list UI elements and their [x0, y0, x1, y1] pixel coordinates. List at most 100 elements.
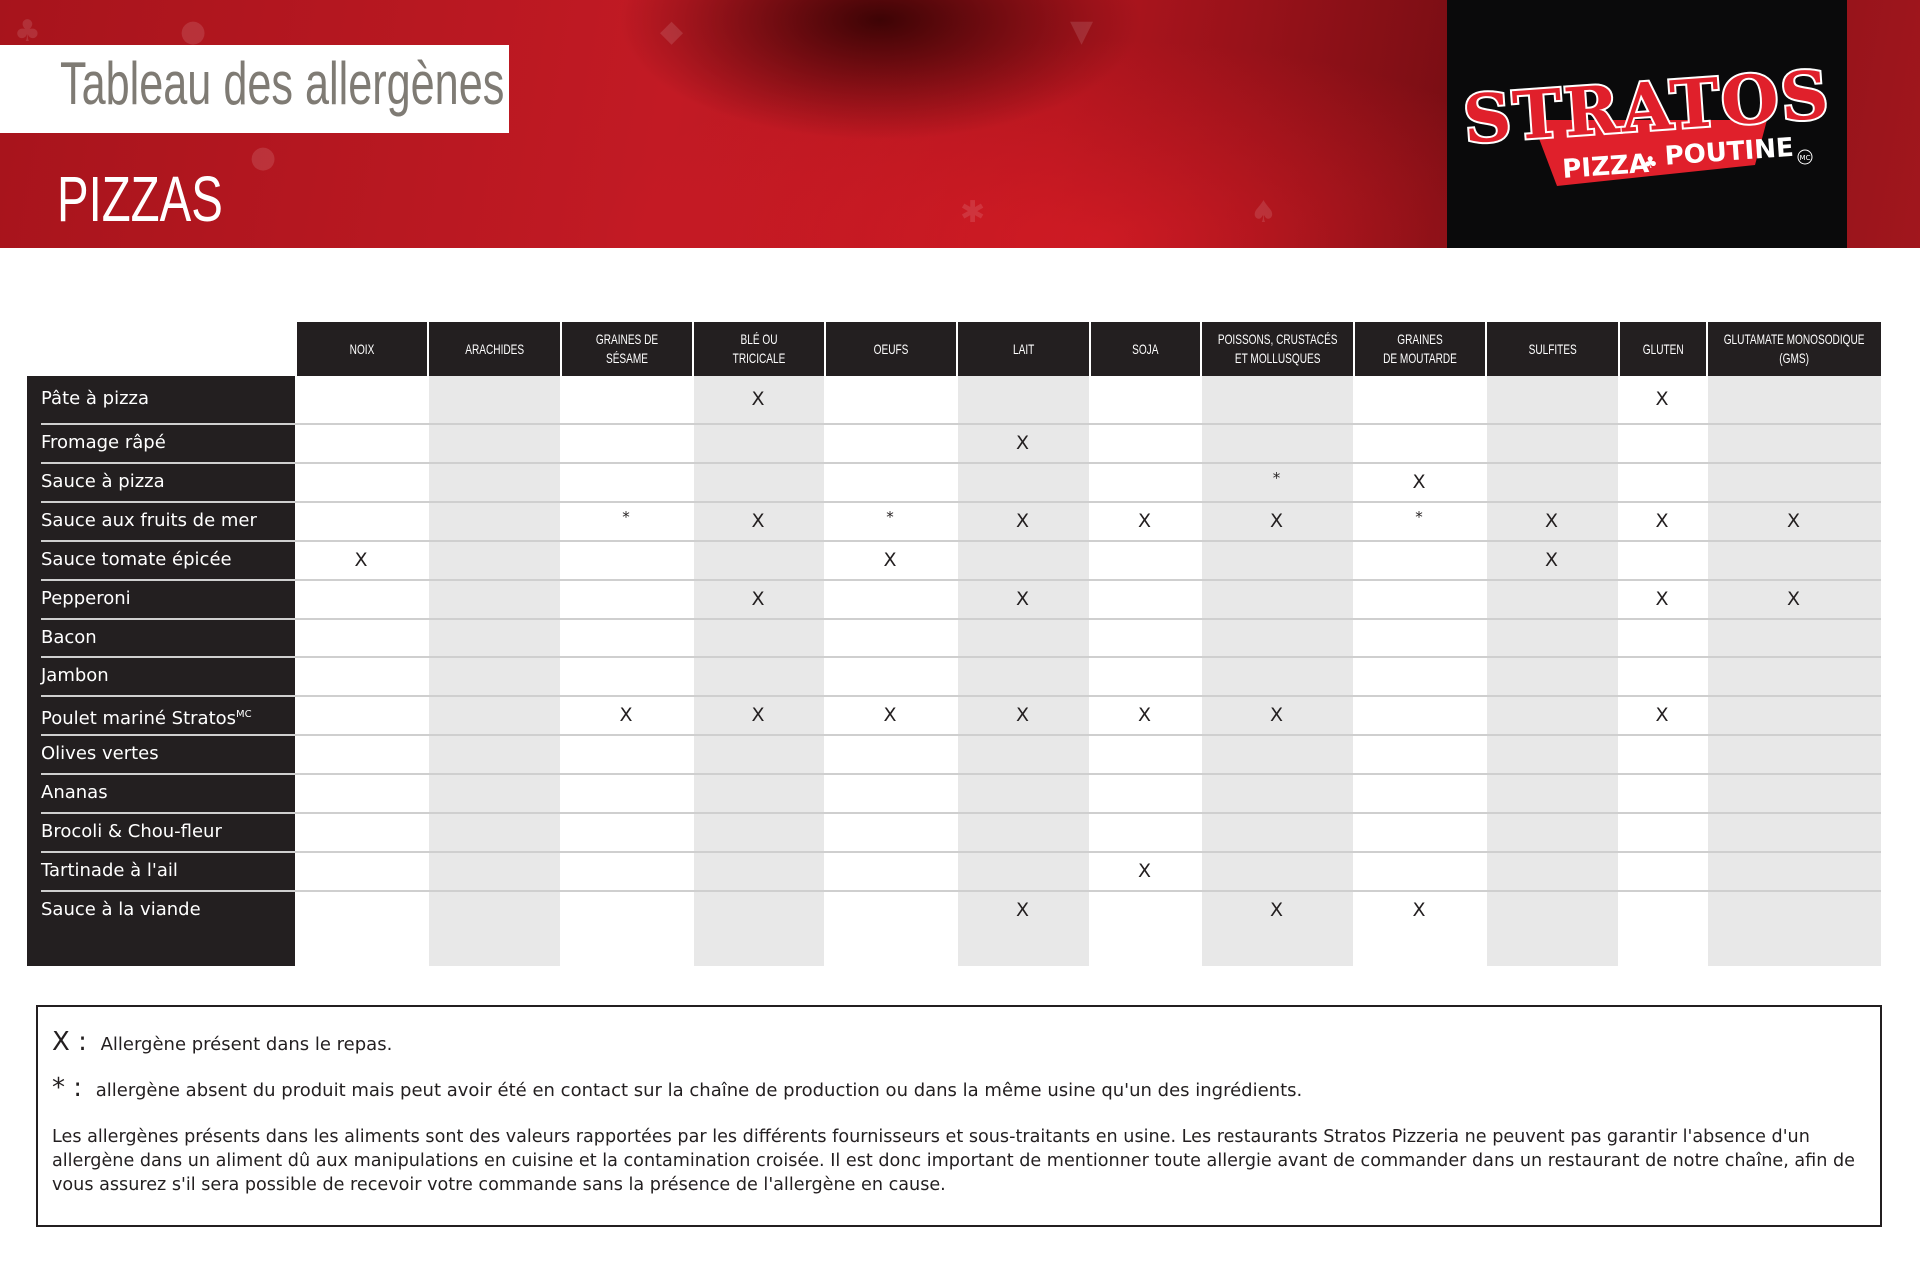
row-label: Poulet mariné StratosMC [41, 696, 252, 738]
shaded-column [1487, 376, 1618, 966]
allergen-present-mark: X [1137, 509, 1152, 532]
ingredient-name: Sauce à la viande [41, 898, 201, 920]
shaded-column [694, 376, 824, 966]
row-divider [41, 539, 1881, 542]
disclaimer: Les allergènes présents dans les aliment… [52, 1127, 1855, 1195]
allergen-present-mark: X [883, 548, 897, 571]
column-header: GRAINES DE MOUTARDE [1353, 322, 1485, 376]
row-label: Sauce aux fruits de mer [41, 502, 257, 540]
nut-icon: ● [180, 14, 207, 49]
row-label: Jambon [41, 657, 109, 695]
ingredient-name: Pâte à pizza [41, 388, 150, 409]
legend-x: X : Allergène présent dans le repas. [52, 1027, 392, 1057]
ingredient-name: Bacon [41, 626, 97, 648]
column-header: LAIT [956, 322, 1089, 376]
title-box: Tableau des allergènes [0, 45, 509, 133]
ingredient-name: Tartinade à l'ail [41, 859, 178, 881]
allergen-present-mark: X [1786, 587, 1801, 610]
row-divider [41, 500, 1881, 503]
column-header-label: ARACHIDES [465, 340, 524, 357]
row-label: Bacon [41, 619, 97, 657]
column-header: BLÉ OU TRICICALE [692, 322, 824, 376]
ingredient-name: Brocoli & Chou-fleur [41, 821, 222, 842]
maple-leaf-icon: ♣ [1643, 152, 1659, 172]
row-divider [41, 850, 1881, 853]
ingredient-column [27, 376, 295, 966]
row-divider [41, 578, 1881, 581]
allergen-present-mark: X [1655, 587, 1669, 610]
allergen-present-mark: X [1412, 470, 1426, 493]
svg-text:PIZZA: PIZZA [1561, 149, 1649, 185]
row-label: Pâte à pizza [41, 380, 149, 418]
row-divider [41, 889, 1881, 892]
legend-x-symbol: X : [52, 1027, 87, 1057]
row-label: Tartinade à l'ail [41, 852, 178, 890]
row-divider [41, 695, 1881, 698]
allergen-present-mark: X [1015, 509, 1030, 532]
column-header-label: NOIX [349, 340, 375, 357]
allergen-present-mark: X [354, 548, 368, 571]
allergen-present-mark: X [1015, 704, 1030, 727]
allergen-present-mark: X [1137, 704, 1152, 727]
ingredient-name: Sauce aux fruits de mer [41, 509, 257, 531]
legend-star-text: allergène absent du produit mais peut av… [95, 1080, 1303, 1101]
cross-contact-mark: * [622, 507, 630, 526]
column-header-label: POISSONS, CRUSTACÉS ET MOLLUSQUES [1217, 331, 1338, 366]
ingredient-name: Jambon [41, 665, 109, 687]
allergen-present-mark: X [619, 704, 633, 727]
column-header-label: LAIT [1012, 340, 1035, 357]
row-divider [41, 734, 1881, 737]
allergen-present-mark: X [1786, 509, 1801, 532]
column-header: SOJA [1089, 322, 1200, 376]
row-label: Sauce tomate épicée [41, 541, 232, 579]
column-header: GLUTEN [1618, 322, 1706, 376]
header-banner: ♣ ● ◆ ▼ ● ✱ ♠ Tableau des allergènes PIZ… [0, 0, 1920, 248]
allergen-present-mark: X [1269, 898, 1284, 921]
egg-icon: ● [250, 140, 277, 175]
page-title: Tableau des allergènes [60, 50, 505, 117]
ingredient-name: Pepperoni [41, 587, 131, 609]
ingredient-name: Ananas [41, 782, 108, 804]
svg-text:MC: MC [1800, 154, 1811, 162]
allergen-present-mark: X [1015, 898, 1030, 921]
allergen-present-mark: X [1269, 704, 1284, 727]
column-header-label: OEUFS [873, 340, 909, 357]
allergen-present-mark: X [1655, 704, 1669, 727]
glass-icon: ▼ [1070, 14, 1094, 49]
leaf-icon: ♠ [1250, 195, 1277, 230]
column-header-label: SOJA [1132, 340, 1159, 357]
column-header-label: BLÉ OU TRICICALE [732, 331, 786, 366]
allergen-present-mark: X [1269, 509, 1284, 532]
column-header-label: GLUTAMATE MONOSODIQUE (GMS) [1724, 331, 1865, 366]
row-label: Sauce à pizza [41, 463, 165, 501]
allergen-present-mark: X [751, 704, 765, 727]
allergen-present-mark: X [1412, 898, 1426, 921]
row-label: Fromage râpé [41, 424, 166, 462]
column-header: POISSONS, CRUSTACÉS ET MOLLUSQUES [1200, 322, 1353, 376]
allergen-present-mark: X [1137, 859, 1152, 882]
asparagus-icon: ♣ [14, 14, 41, 49]
fish-icon: ◆ [660, 14, 684, 49]
shaded-column [958, 376, 1089, 966]
legend-star: * : allergène absent du produit mais peu… [52, 1073, 1302, 1103]
ingredient-name: Poulet mariné Stratos [41, 708, 237, 730]
row-divider [41, 812, 1881, 814]
stratos-logo: STRATOS PIZZA ♣ POUTINE MC [1447, 0, 1847, 248]
cross-contact-mark: * [1272, 468, 1281, 487]
column-header-label: GLUTEN [1642, 340, 1684, 357]
column-header: OEUFS [824, 322, 956, 376]
column-header: GLUTAMATE MONOSODIQUE (GMS) [1706, 322, 1881, 376]
allergen-present-mark: X [1015, 587, 1030, 610]
row-divider [41, 773, 1881, 776]
allergen-present-mark: X [751, 509, 765, 532]
ingredient-name: Sauce tomate épicée [41, 548, 232, 570]
allergen-present-mark: X [751, 388, 765, 410]
row-label: Ananas [41, 774, 108, 812]
shaded-column [1708, 376, 1881, 966]
ingredient-name: Sauce à pizza [41, 470, 165, 492]
cross-contact-mark: * [886, 507, 894, 526]
row-label: Sauce à la viande [41, 891, 201, 929]
ingredient-name: Olives vertes [41, 743, 159, 765]
column-header-label: GRAINES DE MOUTARDE [1383, 331, 1457, 366]
allergen-present-mark: X [883, 704, 897, 727]
